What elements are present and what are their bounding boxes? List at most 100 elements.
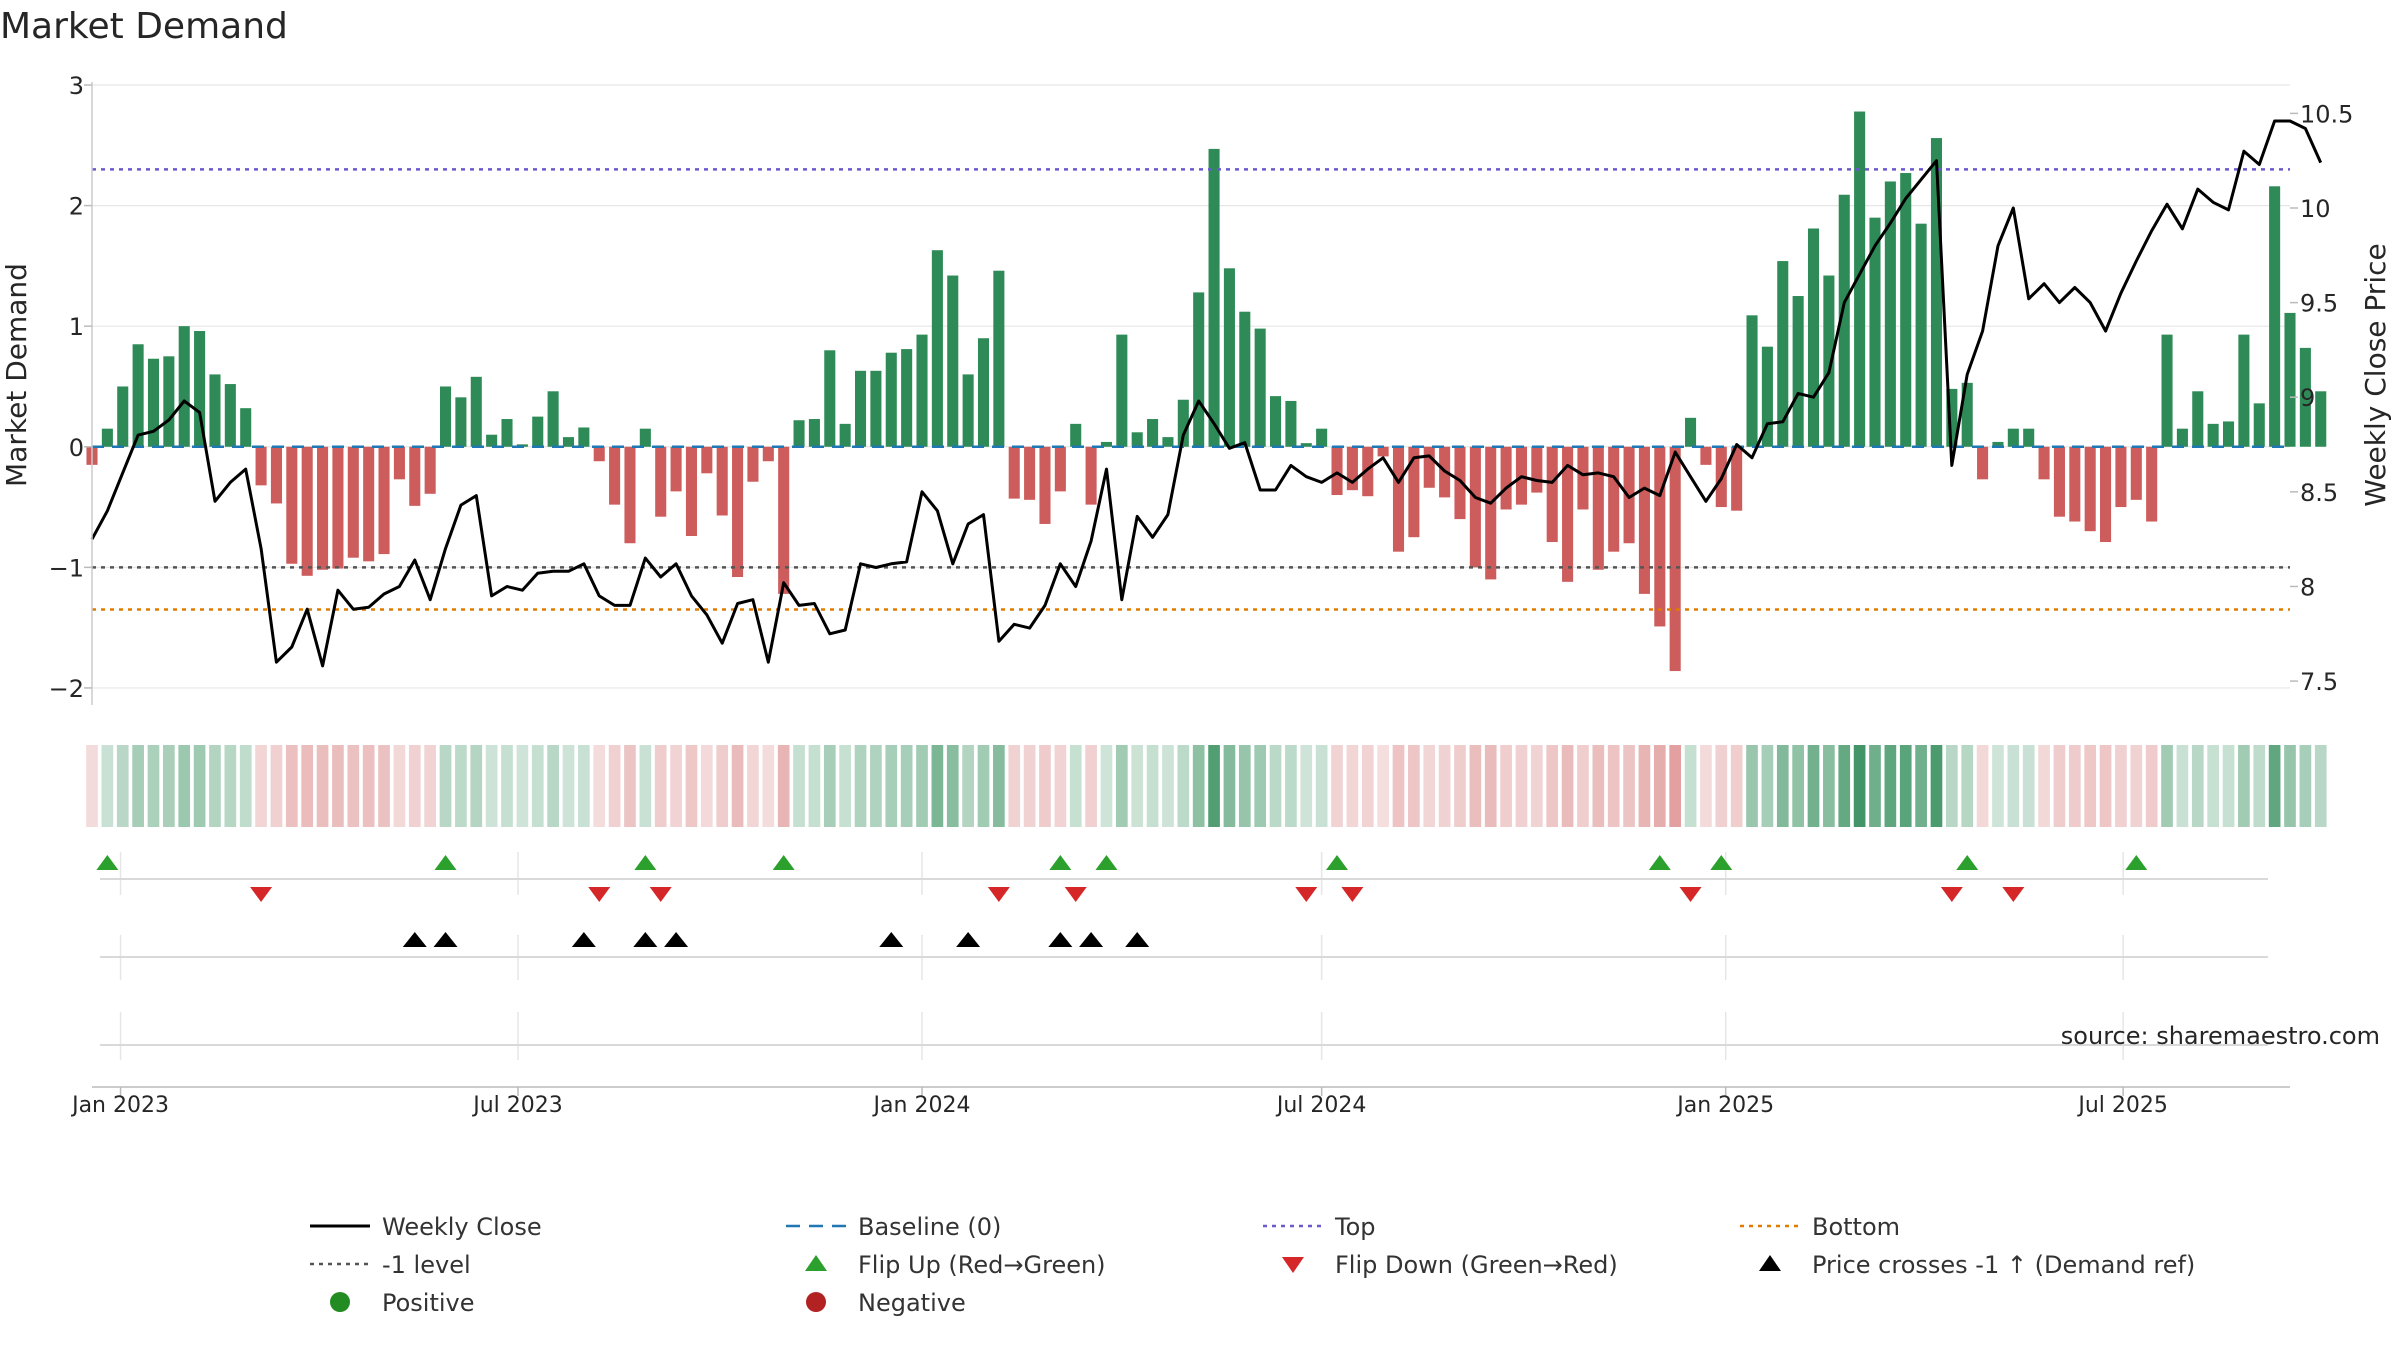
legend-item: Weekly Close xyxy=(310,1213,542,1241)
heat-cell xyxy=(839,745,852,827)
chart-title: Market Demand xyxy=(0,6,288,47)
main-gridlines xyxy=(92,84,2290,689)
flip-markers-panel xyxy=(96,852,2268,902)
heat-cell xyxy=(1715,745,1728,827)
demand-bar xyxy=(1977,446,1989,480)
heat-cell xyxy=(1131,745,1144,827)
demand-bar xyxy=(2315,391,2327,447)
heat-cell xyxy=(2222,745,2235,827)
demand-bar xyxy=(1100,441,1112,447)
heat-cell xyxy=(1976,745,1989,827)
demand-bar xyxy=(1008,446,1020,499)
heat-cell xyxy=(1069,745,1082,827)
heat-cell xyxy=(931,745,944,827)
heat-cell xyxy=(485,745,498,827)
demand-bar xyxy=(317,446,329,570)
demand-bar xyxy=(1546,446,1558,543)
legend-item: Price crosses -1 ↑ (Demand ref) xyxy=(1759,1251,2195,1279)
demand-bar xyxy=(1469,446,1481,568)
heat-cell xyxy=(793,745,805,827)
x-tick-label: Jan 2023 xyxy=(70,1093,169,1118)
flip-up-marker xyxy=(772,855,795,870)
demand-bar xyxy=(624,446,636,544)
heat-cell xyxy=(270,745,283,827)
heat-cell xyxy=(731,745,744,827)
demand-bar xyxy=(808,419,820,447)
demand-bar xyxy=(947,275,959,447)
heat-cell xyxy=(808,745,821,827)
flip-down-marker xyxy=(250,887,273,902)
legend-label: Positive xyxy=(382,1289,475,1317)
left-axis: −2 −1 0 1 2 3 xyxy=(49,72,93,705)
heat-cell xyxy=(86,745,98,827)
legend-swatch xyxy=(1282,1257,1304,1273)
demand-bar xyxy=(854,370,867,447)
demand-bar xyxy=(1638,446,1650,594)
legend-swatch xyxy=(330,1292,350,1312)
heat-cell xyxy=(1730,745,1743,827)
heat-cell xyxy=(977,745,990,827)
heat-cell xyxy=(147,745,160,827)
x-tick-label: Jul 2023 xyxy=(471,1093,563,1118)
heat-cell xyxy=(1853,745,1866,827)
demand-bar xyxy=(1930,138,1943,447)
heat-cell xyxy=(593,745,606,827)
legend-item: Negative xyxy=(806,1289,966,1317)
heat-cell xyxy=(255,745,267,827)
heat-cell xyxy=(1484,745,1497,827)
demand-bar xyxy=(2253,403,2265,447)
heat-cell xyxy=(531,745,544,827)
flip-up-marker xyxy=(1049,855,1072,870)
demand-bar xyxy=(1608,446,1620,552)
heat-cell xyxy=(1838,745,1851,827)
demand-bar xyxy=(2146,446,2158,522)
heat-cell xyxy=(1162,745,1174,827)
demand-bar xyxy=(1223,268,1235,447)
heat-cell xyxy=(209,745,221,827)
heat-cell xyxy=(470,745,483,827)
demand-bar xyxy=(532,416,544,447)
demand-bar xyxy=(1177,399,1189,447)
demand-bar xyxy=(1869,217,1881,447)
demand-bar xyxy=(962,374,974,447)
legend-label: Negative xyxy=(858,1289,966,1317)
demand-bar xyxy=(1070,423,1082,447)
heat-cell xyxy=(2115,745,2127,827)
heat-cell xyxy=(2314,745,2327,827)
demand-bar xyxy=(1316,428,1328,447)
demand-bar xyxy=(1577,446,1589,510)
legend: Weekly Close Baseline (0) Top Bottom -1 leve… xyxy=(310,1213,2195,1317)
demand-bar xyxy=(1823,275,1835,447)
demand-bar xyxy=(993,270,1005,447)
heat-cell xyxy=(1346,745,1359,827)
heat-cell xyxy=(2068,745,2081,827)
demand-bar xyxy=(716,446,728,516)
right-y-tick-label: 10.5 xyxy=(2300,100,2353,128)
heat-cell xyxy=(700,745,713,827)
demand-bar xyxy=(1669,446,1681,672)
demand-bar xyxy=(470,376,482,447)
right-y-tick-label: 9.5 xyxy=(2300,290,2338,318)
weekly-close-line xyxy=(90,119,2323,668)
heat-cell xyxy=(1500,745,1512,827)
heat-cell xyxy=(1423,745,1436,827)
demand-bar xyxy=(655,446,667,517)
right-y-tick-label: 8.5 xyxy=(2300,479,2338,507)
demand-bars xyxy=(86,111,2327,672)
demand-bar xyxy=(1500,446,1512,510)
flip-down-marker xyxy=(1679,887,1702,902)
heat-cell xyxy=(1223,745,1236,827)
heat-cell xyxy=(885,745,898,827)
y-tick-label: 1 xyxy=(69,313,84,341)
heat-cell xyxy=(2099,745,2112,827)
heat-cell xyxy=(1546,745,1559,827)
heat-cell xyxy=(823,745,836,827)
demand-bar xyxy=(270,446,282,504)
heat-cell xyxy=(1638,745,1651,827)
demand-bar xyxy=(1454,446,1466,520)
heat-cell xyxy=(1884,745,1897,827)
legend-item: Top xyxy=(1263,1213,1376,1241)
demand-bar xyxy=(2207,423,2219,447)
demand-bar xyxy=(1392,446,1405,552)
demand-bar xyxy=(793,420,805,447)
